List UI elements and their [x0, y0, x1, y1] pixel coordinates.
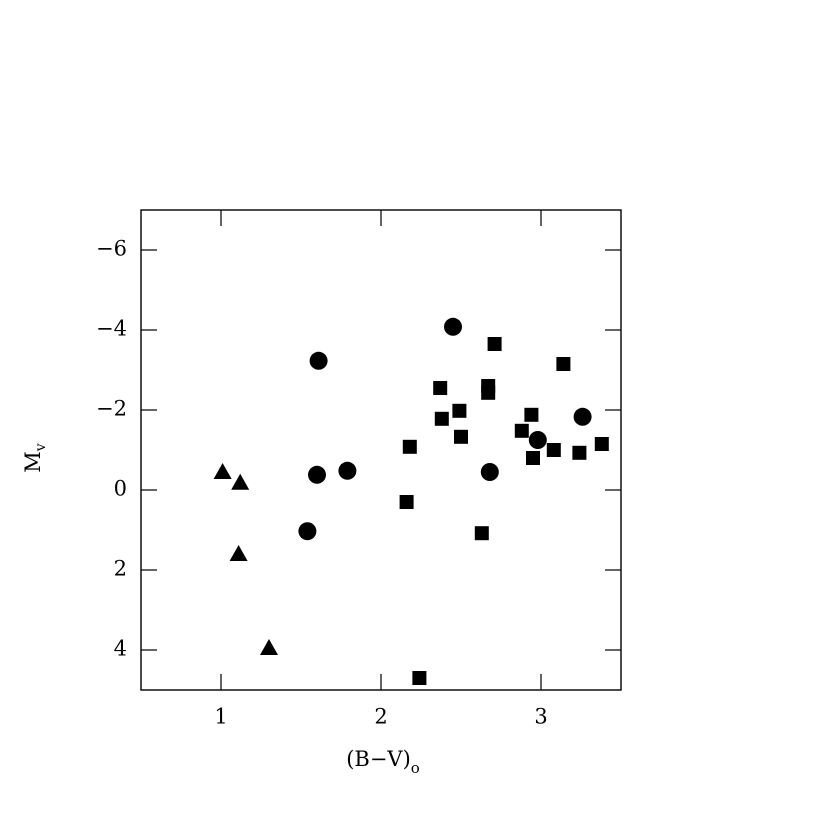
- triangle-point: [260, 639, 278, 655]
- square-point: [546, 443, 561, 457]
- circle-point: [298, 522, 317, 541]
- circle-point: [573, 407, 592, 426]
- triangle-point: [229, 545, 248, 561]
- x-label-sub: o: [411, 759, 420, 777]
- triangle-point: [231, 473, 250, 490]
- circle-point: [444, 317, 462, 336]
- x-label-main: (B−V): [346, 747, 411, 771]
- circle-point: [309, 351, 328, 370]
- y-label-main: M: [21, 451, 45, 473]
- y-tick-label: −4: [96, 317, 127, 341]
- square-point: [481, 385, 496, 400]
- x-tick-label: 1: [214, 705, 227, 729]
- x-tick-label: 2: [374, 705, 387, 729]
- square-point: [399, 495, 414, 509]
- square-point: [572, 445, 587, 460]
- y-tick-label: 4: [114, 637, 127, 661]
- square-point: [454, 429, 468, 444]
- x-tick-label: 3: [534, 705, 547, 729]
- circle-point: [528, 431, 547, 449]
- y-tick-label: −2: [96, 397, 127, 421]
- square-point: [487, 337, 502, 351]
- square-point: [474, 526, 489, 541]
- circle-point: [480, 463, 499, 481]
- square-point: [402, 439, 417, 454]
- circle-point: [308, 465, 326, 484]
- y-tick-label: 2: [114, 557, 127, 581]
- square-point: [524, 407, 539, 422]
- y-axis-label: Mv: [21, 443, 50, 473]
- x-axis-label: (B−V)o: [346, 747, 420, 778]
- square-point: [594, 437, 609, 451]
- y-tick-label: −6: [96, 237, 127, 261]
- circle-point: [338, 461, 357, 480]
- triangle-point: [213, 463, 232, 479]
- square-point: [556, 357, 571, 371]
- y-label-sub: v: [33, 443, 49, 452]
- square-point: [452, 403, 467, 418]
- square-point: [433, 381, 448, 395]
- square-point: [526, 451, 540, 465]
- square-point: [434, 411, 449, 426]
- square-point: [412, 671, 427, 685]
- square-point: [514, 423, 529, 438]
- y-tick-label: 0: [114, 477, 127, 501]
